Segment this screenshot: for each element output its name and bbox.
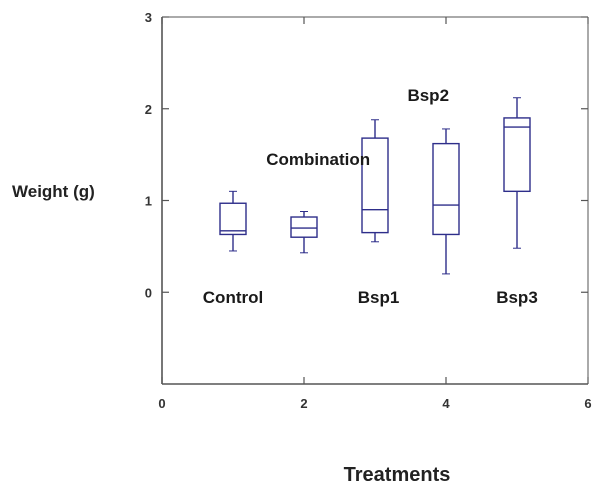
y-tick-label: 1 [145,194,152,209]
annotation-label: Bsp1 [358,288,400,307]
box-2 [290,211,318,254]
box-series [219,97,531,275]
x-tick-label: 2 [300,396,307,411]
box-1 [219,190,247,252]
annotations: Combination Control Bsp1 Bsp2 Bsp3 [203,86,538,307]
x-tick-label: 6 [584,396,591,411]
tick-labels: 0 1 2 3 0 2 4 6 [145,10,592,411]
annotation-label: Bsp3 [496,288,538,307]
y-axis-label: Weight (g) [12,182,95,201]
plot-axes [161,16,589,385]
box-4 [432,128,460,275]
box-rect [432,142,460,236]
x-tick-label: 4 [442,396,450,411]
box-rect [219,202,247,236]
box-rect [361,137,389,234]
box-3 [361,119,389,243]
box-5 [503,97,531,249]
x-axis-label: Treatments [344,464,451,486]
y-tick-label: 3 [145,10,152,25]
x-tick-label: 0 [158,396,165,411]
y-tick-label: 0 [145,285,152,300]
annotation-label: Control [203,288,263,307]
annotation-label: Bsp2 [407,86,449,105]
box-rect [503,117,531,193]
y-tick-label: 2 [145,102,152,117]
box-rect [290,216,318,238]
annotation-label: Combination [266,150,370,169]
